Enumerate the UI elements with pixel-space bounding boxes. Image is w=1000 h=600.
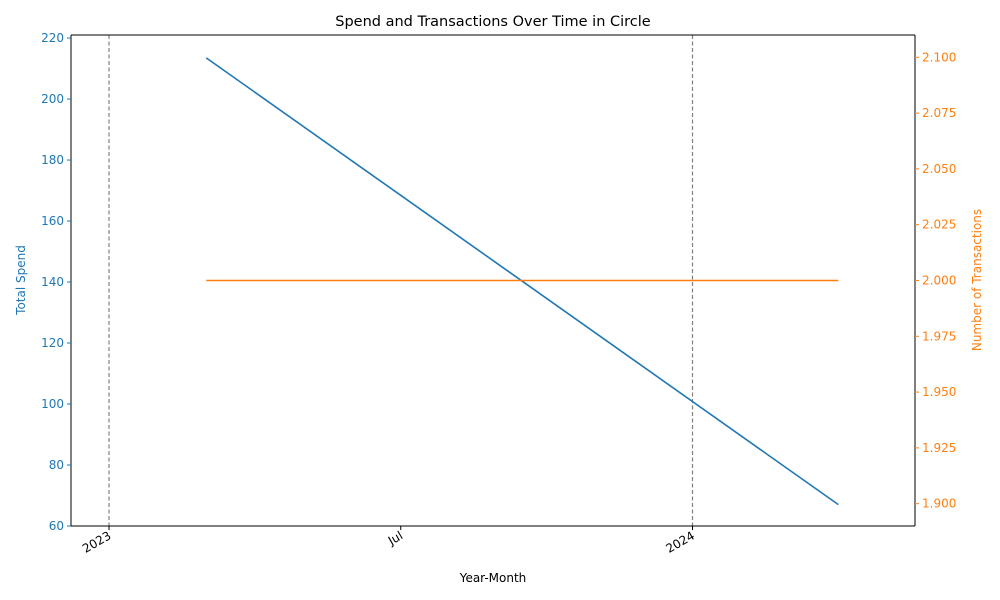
x-axis-tick-label: Jul bbox=[385, 528, 405, 548]
right-axis-tick-label: 2.000 bbox=[922, 274, 956, 288]
left-axis-tick-label: 120 bbox=[41, 336, 64, 350]
left-axis-tick-label: 180 bbox=[41, 153, 64, 167]
chart-title: Spend and Transactions Over Time in Circ… bbox=[335, 14, 651, 30]
left-axis-tick-label: 160 bbox=[41, 214, 64, 228]
x-axis-tick-label: 2024 bbox=[664, 528, 697, 555]
right-axis-tick-label: 1.975 bbox=[922, 329, 956, 343]
left-axis-label: Total Spend bbox=[14, 245, 28, 316]
right-axis-label: Number of Transactions bbox=[970, 209, 984, 351]
right-axis-tick-label: 2.075 bbox=[922, 106, 956, 120]
left-axis-tick-label: 60 bbox=[49, 519, 64, 533]
right-axis-tick-label: 2.050 bbox=[922, 162, 956, 176]
right-axis-tick-label: 1.925 bbox=[922, 441, 956, 455]
left-axis-tick-label: 220 bbox=[41, 31, 64, 45]
x-axis-label: Year-Month bbox=[459, 571, 527, 585]
left-axis-tick-label: 80 bbox=[49, 458, 64, 472]
right-axis-tick-label: 1.950 bbox=[922, 385, 956, 399]
left-axis-tick-label: 140 bbox=[41, 275, 64, 289]
right-axis-tick-label: 1.900 bbox=[922, 497, 956, 511]
x-axis-tick-label: 2023 bbox=[80, 528, 113, 555]
right-axis-tick-label: 2.025 bbox=[922, 218, 956, 232]
left-axis-tick-label: 200 bbox=[41, 92, 64, 106]
left-axis-tick-label: 100 bbox=[41, 397, 64, 411]
right-axis-tick-label: 2.100 bbox=[922, 50, 956, 64]
